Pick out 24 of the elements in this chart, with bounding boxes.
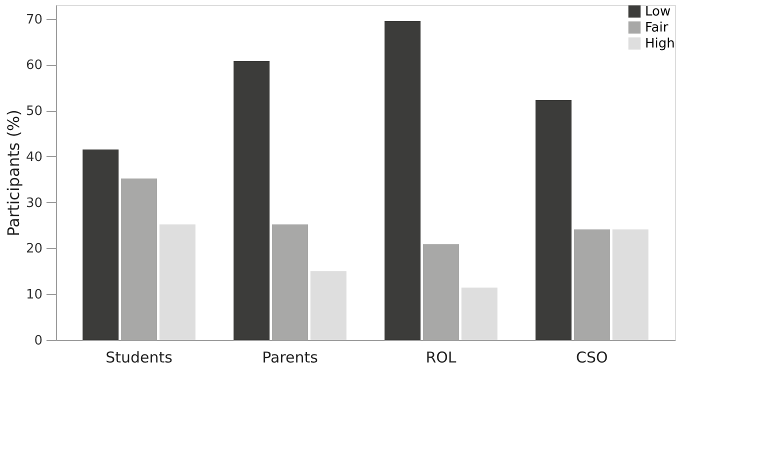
y-tick-label: 20 bbox=[26, 242, 42, 257]
x-tick-label: Parents bbox=[262, 348, 318, 366]
y-tick-label: 70 bbox=[26, 12, 42, 28]
legend-label: High bbox=[645, 36, 675, 52]
y-tick-label: 40 bbox=[26, 150, 42, 165]
y-axis-title: Participants (%) bbox=[4, 110, 23, 236]
bar bbox=[612, 229, 648, 340]
bar bbox=[461, 288, 498, 340]
legend-label: Low bbox=[645, 4, 671, 20]
bar bbox=[234, 60, 270, 340]
legend-label: Fair bbox=[645, 20, 669, 36]
y-tick-label: 0 bbox=[34, 334, 42, 348]
bar bbox=[384, 21, 421, 340]
y-tick-label: 30 bbox=[26, 196, 42, 211]
bar bbox=[536, 100, 572, 340]
y-tick-label: 50 bbox=[26, 104, 42, 120]
bar bbox=[159, 224, 196, 340]
y-tick-label: 60 bbox=[26, 58, 42, 74]
bar bbox=[82, 150, 119, 340]
x-tick-label: Students bbox=[106, 348, 173, 366]
y-tick-label: 10 bbox=[26, 288, 42, 303]
x-tick-label: ROL bbox=[426, 348, 457, 366]
x-tick-label: CSO bbox=[576, 348, 608, 366]
bar bbox=[310, 271, 346, 340]
